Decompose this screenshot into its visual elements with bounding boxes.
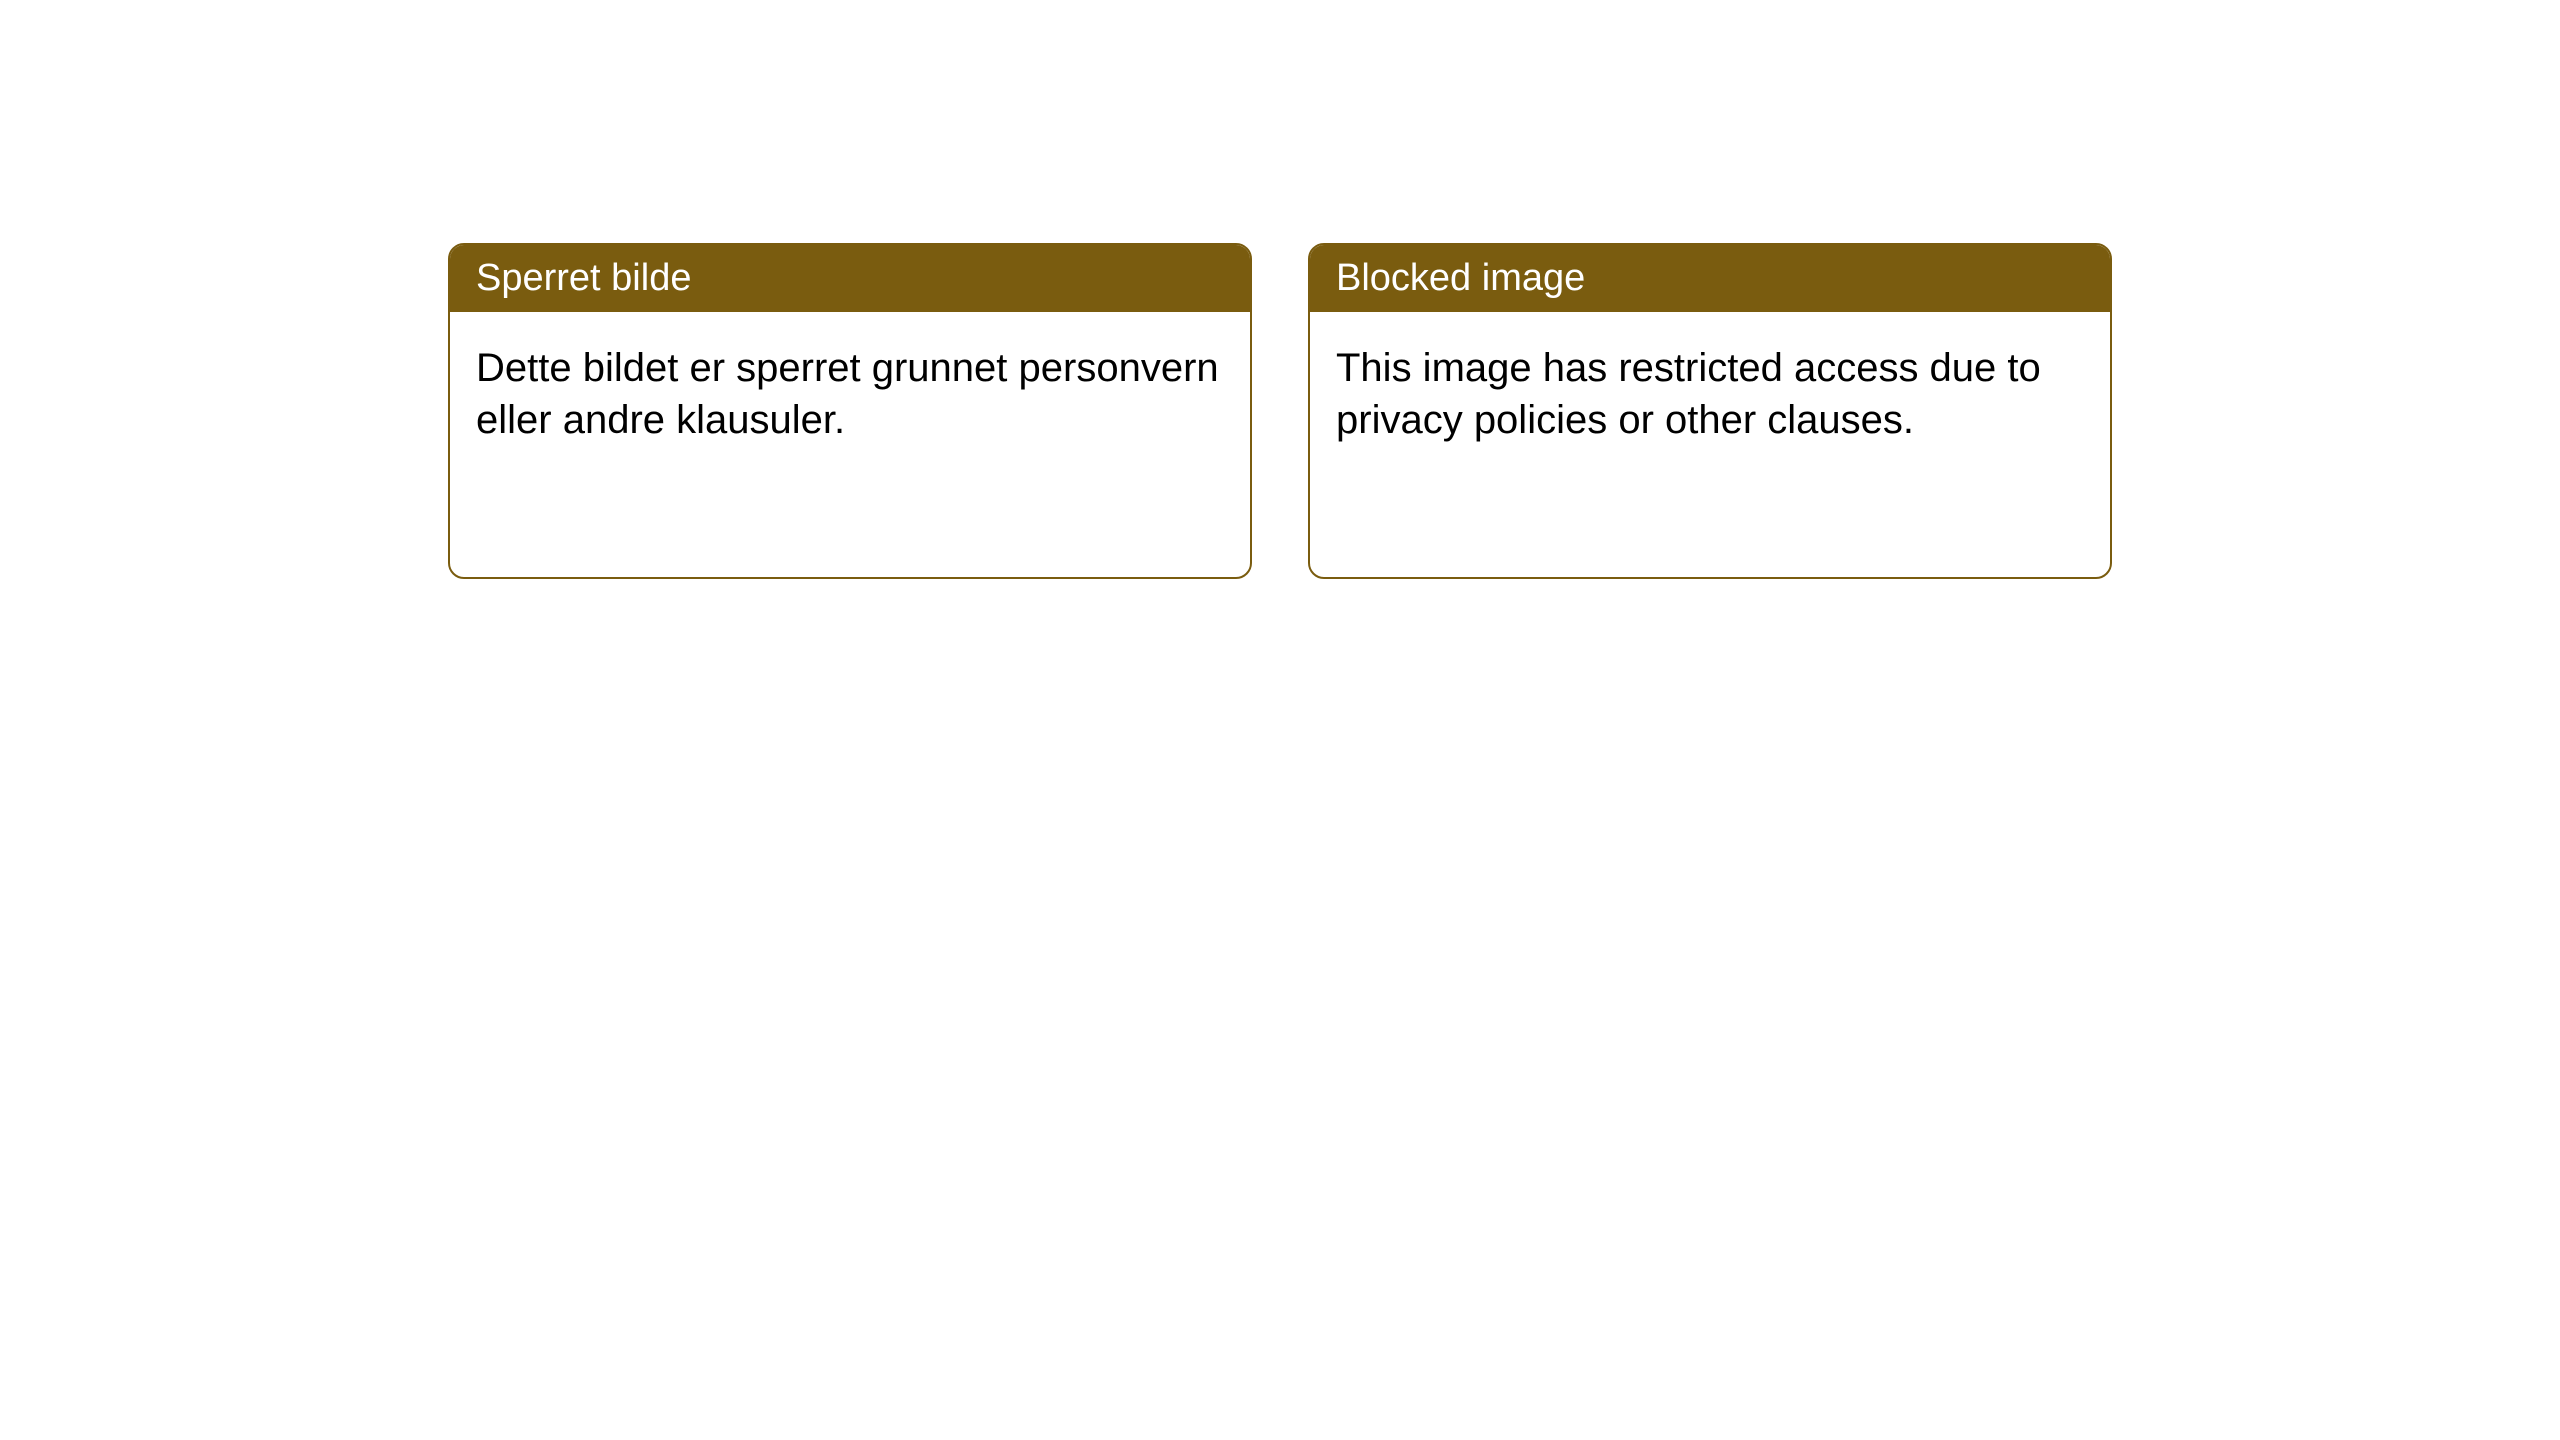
notice-title: Sperret bilde: [476, 257, 691, 299]
notice-container: Sperret bilde Dette bildet er sperret gr…: [0, 0, 2560, 579]
notice-header: Sperret bilde: [450, 245, 1250, 312]
notice-card-norwegian: Sperret bilde Dette bildet er sperret gr…: [448, 243, 1252, 579]
notice-title: Blocked image: [1336, 257, 1585, 299]
notice-header: Blocked image: [1310, 245, 2110, 312]
notice-body: This image has restricted access due to …: [1310, 312, 2110, 476]
notice-card-english: Blocked image This image has restricted …: [1308, 243, 2112, 579]
notice-body: Dette bildet er sperret grunnet personve…: [450, 312, 1250, 476]
notice-text: Dette bildet er sperret grunnet personve…: [476, 346, 1219, 442]
notice-text: This image has restricted access due to …: [1336, 346, 2041, 442]
